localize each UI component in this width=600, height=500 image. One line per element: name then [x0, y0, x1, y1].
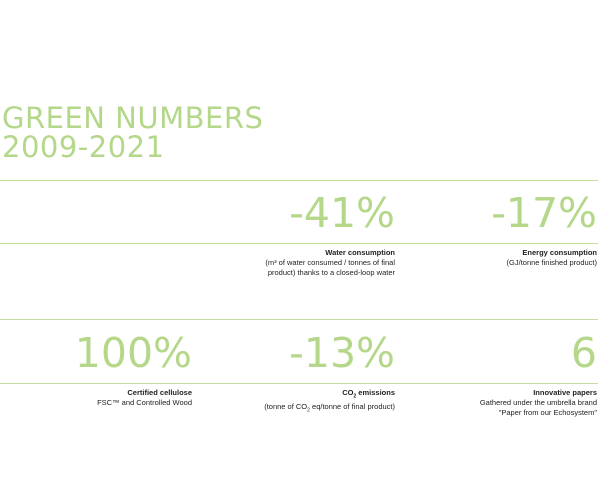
papers-caption: Innovative papers Gathered under the umb… — [397, 388, 597, 418]
co2-heading-pre: CO — [342, 388, 354, 397]
papers-desc-line2: "Paper from our Echosystem" — [498, 408, 597, 417]
divider-top — [0, 180, 598, 181]
co2-heading-sub: 2 — [353, 393, 357, 400]
co2-caption: CO2 emissions (tonne of CO2 eq/tonne of … — [195, 388, 395, 415]
co2-heading-post: emissions — [356, 388, 395, 397]
page-title: GREEN NUMBERS 2009-2021 — [2, 104, 263, 162]
energy-caption: Energy consumption (GJ/tonne finished pr… — [397, 248, 597, 268]
co2-desc: (tonne of CO2 eq/tonne of final product) — [195, 402, 395, 416]
energy-heading: Energy consumption — [522, 248, 597, 257]
divider-row2-top — [0, 319, 598, 320]
energy-value: -17% — [491, 189, 597, 237]
energy-desc-line1: (GJ/tonne finished product) — [506, 258, 597, 267]
co2-desc-sub: 2 — [307, 407, 310, 413]
water-caption: Water consumption (m³ of water consumed … — [195, 248, 395, 278]
co2-value: -13% — [289, 329, 395, 377]
divider-row1-bottom — [0, 243, 598, 244]
water-desc-line2: product) thanks to a closed-loop water — [267, 268, 395, 277]
water-heading: Water consumption — [325, 248, 395, 257]
papers-heading: Innovative papers — [533, 388, 597, 397]
cellulose-desc-line1: FSC™ and Controlled Wood — [97, 398, 192, 407]
co2-desc-post: eq/tonne of final product) — [309, 401, 395, 411]
co2-heading: CO2 emissions — [195, 388, 395, 402]
co2-desc-pre: (tonne of CO — [264, 401, 308, 411]
papers-desc-line1: Gathered under the umbrella brand — [479, 398, 597, 407]
water-value: -41% — [289, 189, 395, 237]
papers-value: 6 — [570, 329, 597, 377]
water-desc-line1: (m³ of water consumed / tonnes of final — [265, 258, 395, 267]
cellulose-heading: Certified cellulose — [127, 388, 192, 397]
cellulose-value: 100% — [74, 329, 192, 377]
title-line-1: GREEN NUMBERS — [2, 101, 264, 135]
cellulose-caption: Certified cellulose FSC™ and Controlled … — [0, 388, 192, 408]
divider-row2-bottom — [0, 383, 598, 384]
title-line-2: 2009-2021 — [2, 130, 165, 164]
